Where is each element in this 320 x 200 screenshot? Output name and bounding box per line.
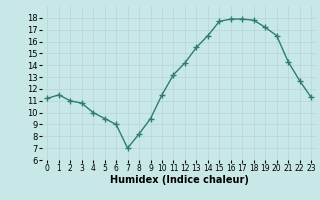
X-axis label: Humidex (Indice chaleur): Humidex (Indice chaleur) — [110, 175, 249, 185]
